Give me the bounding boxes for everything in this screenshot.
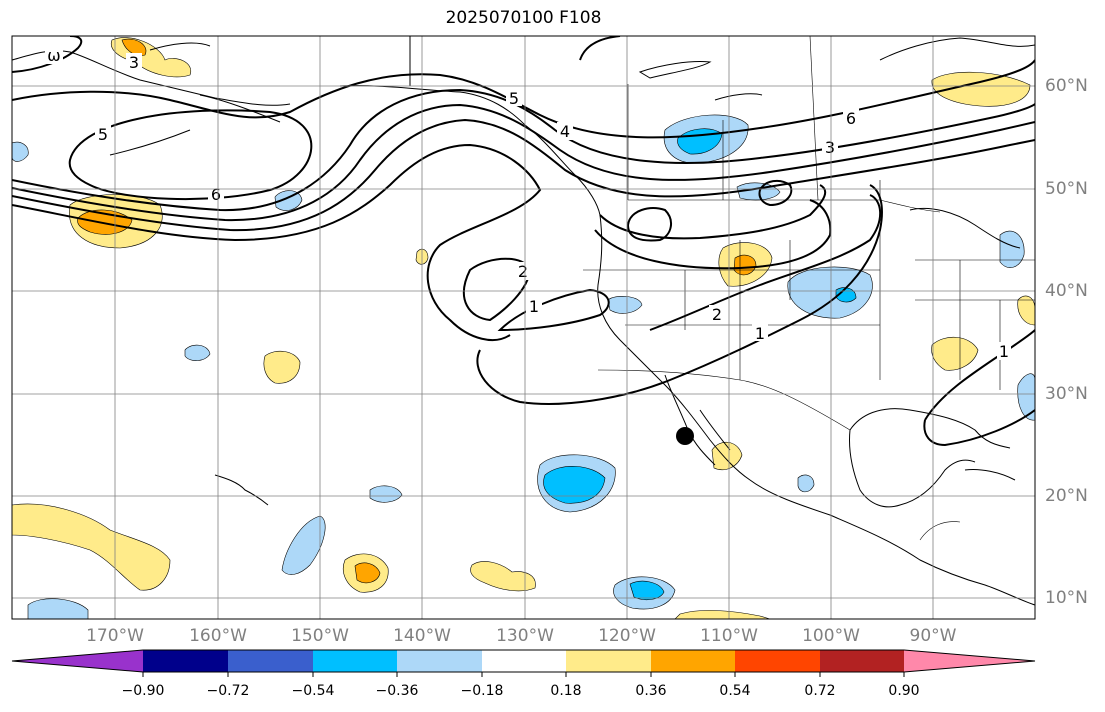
positive-anomaly [711,442,743,471]
lon-label: 140°W [393,626,451,646]
contour-label: 1 [999,342,1009,361]
colorbar-segment [143,650,228,672]
colorbar-segment [313,650,397,672]
contour-label: 4 [560,122,570,141]
colorbar-tick-label: 0.72 [804,683,836,699]
lat-label: 30°N [1045,384,1088,404]
positive-anomaly [674,610,771,619]
contour-label: 2 [518,262,528,281]
positive-anomaly [931,71,1031,107]
colorbar-tick-label: −0.72 [206,683,250,699]
colorbar-upper-extension [904,650,1035,672]
colorbar-segment [820,650,904,672]
contour-label: 2 [712,305,722,324]
lat-label: 50°N [1045,179,1088,199]
colorbar-tick-label: −0.54 [291,683,335,699]
contour-label: 1 [529,297,539,316]
lat-label: 40°N [1045,281,1088,301]
colorbar-tick-label: −0.36 [375,683,419,699]
colorbar [11,649,1036,677]
contour-label: ω [47,46,60,65]
colorbar-segment [397,650,482,672]
contour-label: 3 [129,53,139,72]
lon-label: 160°W [189,626,247,646]
contour-label: 3 [825,138,835,157]
contour-label: 5 [98,125,108,144]
colorbar-segment [482,650,566,672]
gridlines [12,36,1035,619]
negative-anomaly [274,190,303,211]
negative-anomaly [787,266,873,319]
positive-anomaly [931,337,979,371]
positive-anomaly [470,561,536,592]
lon-label: 90°W [909,626,957,646]
colorbar-tick-label: 0.90 [888,683,920,699]
colorbar-segment [651,650,735,672]
map-frame [11,35,1036,620]
negative-anomaly [797,474,815,493]
lon-label: 130°W [496,626,554,646]
coastlines [12,36,1035,606]
positive-anomaly [1017,295,1035,326]
positive-anomaly [12,503,171,591]
positive-anomaly-core [121,38,147,56]
colorbar-segment [735,650,820,672]
negative-anomaly [1017,373,1035,421]
contour-label: 6 [211,185,221,204]
colorbar-lower-extension [12,650,143,672]
positive-anomaly [263,350,301,384]
anomaly-shading [12,37,1035,619]
negative-anomaly [281,515,326,575]
negative-anomaly [184,344,211,361]
colorbar-segment [228,650,313,672]
colorbar-tick-label: 0.36 [635,683,667,699]
contour-labels: 3 ω 5 6 5 4 6 3 2 1 2 1 1 [45,46,1011,361]
colorbar-tick-label: −0.90 [121,683,165,699]
negative-anomaly [607,296,643,314]
political-borders [409,36,1035,541]
colorbar-tick-label: 0.18 [550,683,582,699]
colorbar-segment [566,650,651,672]
negative-anomaly [27,598,89,619]
lon-label: 100°W [802,626,860,646]
negative-anomaly-core [629,580,665,601]
map-title: 2025070100 F108 [445,8,602,28]
negative-anomaly [369,485,403,503]
height-contours [12,36,1035,447]
negative-anomaly [999,230,1025,268]
contour-label: 5 [509,89,519,108]
contour-label: 1 [755,324,765,343]
contour-label: 6 [846,109,856,128]
lat-label: 20°N [1045,486,1088,506]
lon-label: 110°W [700,626,758,646]
colorbar-tick-label: 0.54 [719,683,751,699]
storm-position-marker [676,427,694,445]
positive-anomaly-core [354,562,381,584]
lon-label: 150°W [291,626,349,646]
colorbar-tick-label: −0.18 [460,683,504,699]
lon-label: 170°W [86,626,144,646]
lon-label: 120°W [598,626,656,646]
lat-label: 60°N [1045,76,1088,96]
negative-anomaly [12,141,29,162]
lat-label: 10°N [1045,588,1088,608]
